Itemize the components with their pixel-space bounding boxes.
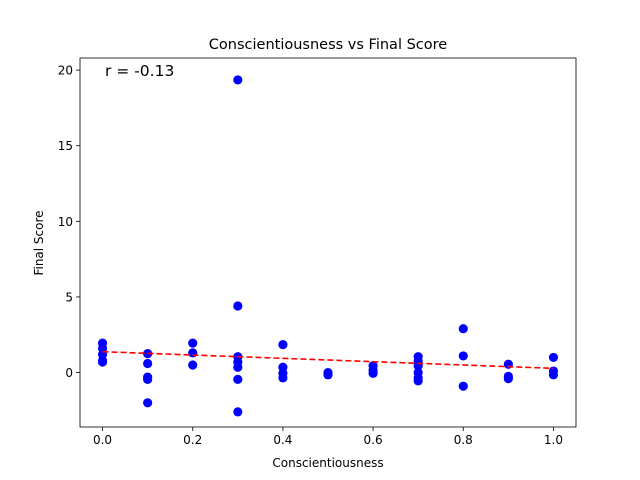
data-point [233, 407, 243, 417]
y-tick-label: 10 [58, 215, 73, 229]
data-point [458, 324, 468, 334]
y-axis-label: Final Score [32, 210, 46, 275]
plot-area: 0.0 0.2 0.4 0.6 0.8 1.0 0 5 10 15 20 r = -0.13 [58, 57, 577, 447]
data-point [188, 360, 198, 370]
y-tick-label: 0 [65, 366, 73, 380]
data-point [143, 358, 153, 369]
data-point [458, 381, 468, 391]
trend-line [102, 350, 554, 370]
data-point [233, 362, 243, 372]
data-point [503, 374, 513, 384]
x-axis-label: Conscientiousness [272, 456, 383, 470]
axes-frame [79, 57, 577, 428]
data-point [143, 398, 153, 408]
data-point [233, 301, 243, 311]
data-point [368, 368, 378, 378]
data-point [143, 374, 153, 384]
x-tick-label: 1.0 [544, 433, 563, 447]
data-point [188, 348, 198, 358]
correlation-annotation: r = -0.13 [105, 62, 174, 80]
data-point [278, 339, 288, 350]
x-tick-label: 0.0 [93, 433, 112, 447]
y-tick-label: 5 [65, 290, 73, 304]
data-point [233, 75, 243, 85]
x-tick-label: 0.2 [183, 433, 202, 447]
x-tick-label: 0.4 [273, 433, 292, 447]
y-tick-label: 15 [58, 139, 73, 153]
y-tick-label: 20 [58, 64, 73, 78]
data-point [548, 352, 559, 363]
data-point [233, 374, 243, 384]
data-point [97, 357, 108, 367]
data-point [413, 376, 423, 386]
data-point [323, 370, 333, 380]
data-point [458, 351, 468, 361]
chart-title: Conscientiousness vs Final Score [209, 37, 447, 53]
x-tick-label: 0.6 [364, 433, 383, 447]
data-point [278, 373, 288, 383]
data-point [548, 370, 559, 380]
data-point [188, 338, 198, 348]
x-tick-label: 0.8 [454, 433, 473, 447]
